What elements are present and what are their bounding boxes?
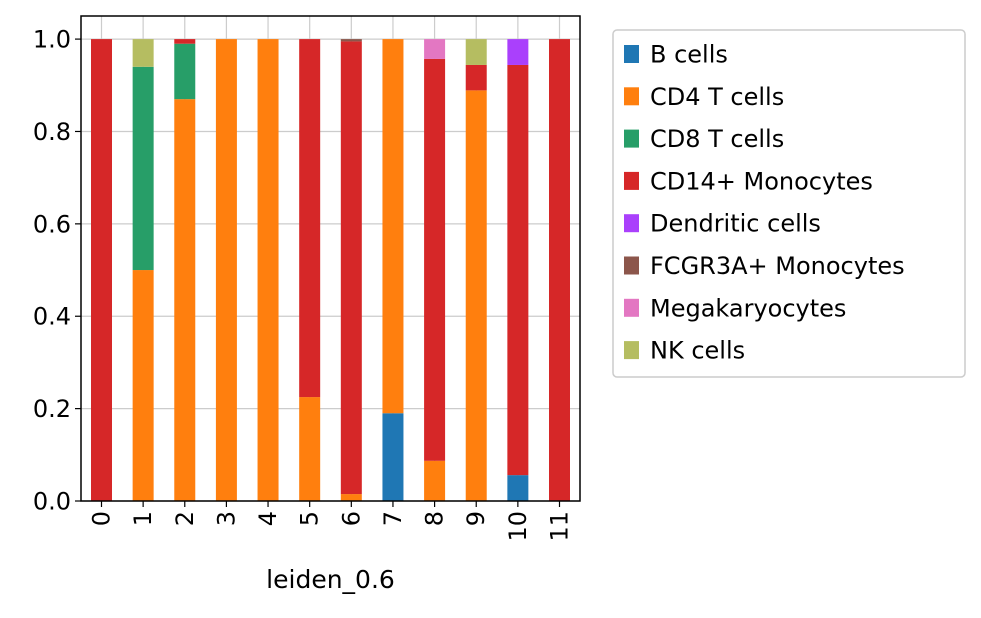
x-tick-label-5: 5 <box>296 511 324 526</box>
bar-segment-8-6 <box>424 39 446 59</box>
bar-segment-9-3 <box>465 64 487 91</box>
bar-segment-1-7 <box>132 39 154 67</box>
y-tick-label-5: 1.0 <box>33 26 71 54</box>
bar-segment-2-1 <box>174 99 196 502</box>
legend-swatch-7 <box>624 341 639 360</box>
bar-segment-4-1 <box>257 39 279 501</box>
legend-swatch-1 <box>624 87 639 106</box>
legend-label-1: CD4 T cells <box>650 83 784 111</box>
bar-segment-8-1 <box>424 460 446 501</box>
legend-swatch-4 <box>624 214 639 233</box>
y-tick-label-0: 0.0 <box>33 488 71 516</box>
bar-segment-6-1 <box>340 494 362 501</box>
x-tick-label-6: 6 <box>337 511 365 526</box>
bar-segment-5-3 <box>299 39 321 398</box>
bar-segment-10-4 <box>507 39 529 65</box>
x-axis-title: leiden_0.6 <box>266 565 395 594</box>
legend-label-5: FCGR3A+ Monocytes <box>650 252 905 280</box>
x-tick-label-4: 4 <box>254 511 282 526</box>
bar-segment-11-3 <box>549 39 570 501</box>
legend-frame <box>612 29 966 378</box>
bar-segment-9-7 <box>465 39 487 65</box>
y-axis: 0.0 0.2 0.4 0.6 0.8 1.0 <box>33 26 81 516</box>
bar-segment-1-2 <box>132 66 154 271</box>
bar-segment-7-0 <box>382 413 404 501</box>
bar-segment-10-3 <box>507 64 529 476</box>
x-axis: 0 1 2 3 4 5 6 7 8 9 10 11 <box>88 501 574 542</box>
legend-swatch-0 <box>624 45 639 63</box>
bar-segment-2-2 <box>174 43 196 100</box>
legend-label-3: CD14+ Monocytes <box>650 167 873 195</box>
plot-frame <box>80 15 581 502</box>
bar-segment-2-3 <box>174 39 196 44</box>
x-tick-label-10: 10 <box>504 511 532 542</box>
bar-segment-6-5 <box>340 39 362 42</box>
legend-swatch-3 <box>624 171 639 190</box>
bar-segment-7-1 <box>382 39 404 414</box>
x-tick-label-8: 8 <box>421 511 449 526</box>
x-tick-label-7: 7 <box>379 511 407 526</box>
legend-swatch-5 <box>624 256 639 275</box>
y-tick-label-4: 0.8 <box>33 118 71 146</box>
bar-segment-1-1 <box>132 270 154 501</box>
legend-label-0: B cells <box>650 41 728 69</box>
bar-segment-9-1 <box>465 90 487 501</box>
x-tick-label-9: 9 <box>462 511 490 526</box>
bar-segment-5-1 <box>299 397 321 501</box>
x-tick-label-11: 11 <box>546 511 574 542</box>
bar-segment-3-1 <box>215 39 237 501</box>
bar-segment-0-3 <box>91 39 112 501</box>
legend-swatch-2 <box>624 129 639 148</box>
bar-segment-10-0 <box>507 475 529 501</box>
legend-label-2: CD8 T cells <box>650 125 784 153</box>
x-tick-label-2: 2 <box>171 511 199 526</box>
bars <box>91 39 570 502</box>
y-tick-label-2: 0.4 <box>33 303 71 331</box>
y-tick-label-1: 0.2 <box>33 395 71 423</box>
x-tick-label-1: 1 <box>129 511 157 526</box>
x-tick-label-0: 0 <box>88 511 116 526</box>
bar-segment-6-3 <box>340 41 362 495</box>
grid-lines <box>81 16 580 502</box>
legend: B cells CD4 T cells CD8 T cells CD14+ Monoc… <box>612 29 966 378</box>
legend-label-7: NK cells <box>650 337 745 365</box>
y-tick-label-3: 0.6 <box>33 210 71 238</box>
legend-label-4: Dendritic cells <box>650 210 821 238</box>
legend-swatch-6 <box>624 298 639 317</box>
legend-label-6: Megakaryocytes <box>650 294 846 322</box>
bar-segment-8-3 <box>424 58 446 461</box>
x-tick-label-3: 3 <box>212 511 240 526</box>
